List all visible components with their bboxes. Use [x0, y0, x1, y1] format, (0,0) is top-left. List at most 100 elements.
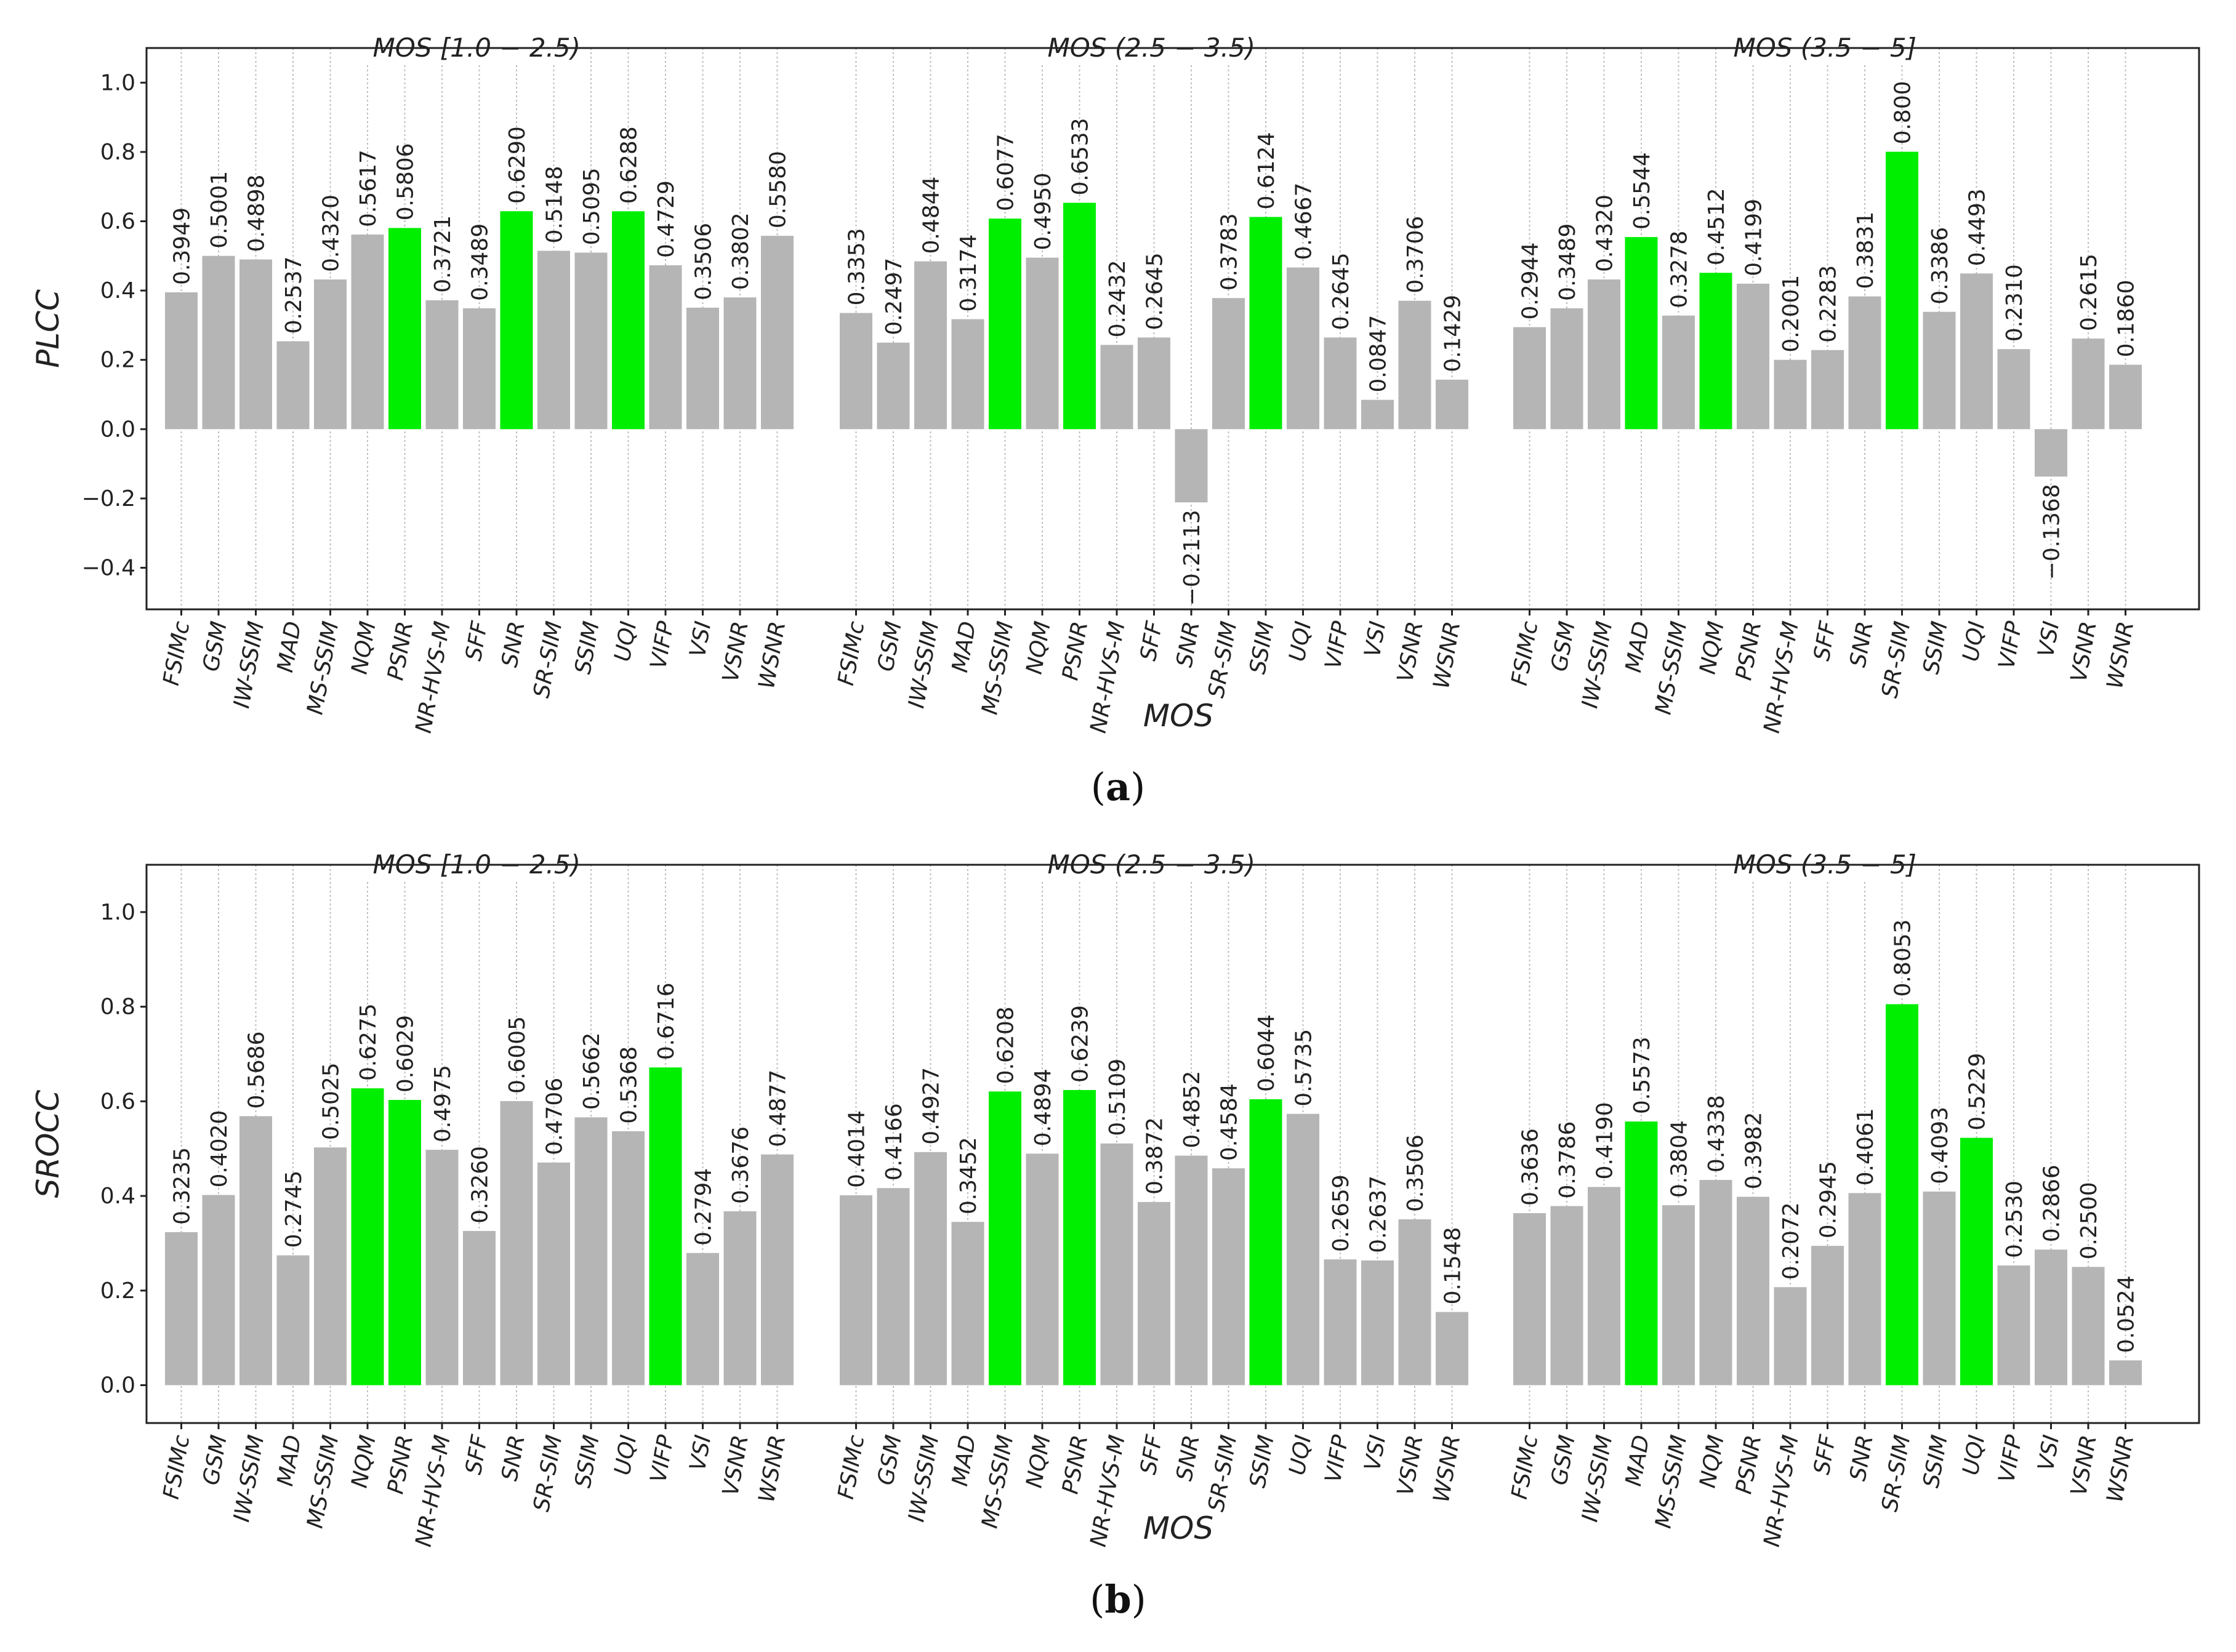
bar-uqi-best [612, 211, 645, 430]
x-tick-label: VSI [1360, 1433, 1391, 1472]
bar-value-label: 0.2637 [1366, 1176, 1391, 1253]
bar-value-label: 0.2500 [2077, 1182, 2102, 1259]
bar-vsi [686, 1253, 719, 1385]
caption-b-letter: b [1104, 1577, 1131, 1622]
bar-mad [951, 319, 984, 430]
bar-value-label: 0.2283 [1816, 265, 1841, 343]
x-axis-title: MOS [1143, 1510, 1213, 1546]
x-tick-label: SR-SIM [529, 1433, 567, 1514]
caption-a: (a) [1091, 764, 1146, 809]
bar-vifp [1997, 1265, 2030, 1385]
bar-iw-ssim [914, 261, 947, 430]
bar-ms-ssim [314, 1147, 347, 1385]
y-tick-label: 0.6 [100, 1089, 135, 1114]
x-tick-label: NQM [1021, 1433, 1055, 1490]
y-tick-label: 0.6 [100, 209, 135, 234]
x-tick-label: IW-SSIM [229, 619, 269, 710]
x-axis-title: MOS [1143, 698, 1213, 734]
x-tick-label: MAD [947, 1433, 981, 1488]
bar-value-label: 0.2794 [691, 1168, 717, 1246]
caption-b-close: ) [1132, 1577, 1146, 1622]
bar-nqm [351, 235, 384, 430]
bar-value-label: 0.5580 [766, 151, 791, 228]
x-tick-label: PSNR [1058, 1433, 1093, 1496]
x-tick-label: SR-SIM [1877, 1433, 1915, 1514]
x-tick-label: UQI [610, 1433, 642, 1477]
bar-value-label: 0.1429 [1441, 295, 1466, 372]
x-tick-label: IW-SSIM [229, 1433, 269, 1523]
bar-value-label: 0.0847 [1366, 315, 1391, 393]
bar-mad [276, 1255, 310, 1385]
x-tick-label: SR-SIM [1204, 619, 1242, 700]
bar-sr-sim [537, 251, 570, 430]
bar-sr-sim-best [1886, 1004, 1918, 1385]
x-tick-label: PSNR [383, 1433, 418, 1496]
x-tick-label: IW-SSIM [1577, 619, 1617, 710]
bar-value-label: 0.4844 [919, 177, 944, 254]
bar-value-label: 0.4512 [1704, 188, 1729, 265]
bar-fsimc [1513, 327, 1546, 430]
bar-wsnr [2109, 1360, 2142, 1385]
x-tick-label: NQM [1021, 619, 1055, 676]
bar-iw-ssim [1588, 1187, 1620, 1385]
bar-value-label: 0.4014 [845, 1110, 870, 1188]
bar-value-label: 0.4877 [766, 1070, 791, 1147]
x-tick-label: MAD [1621, 619, 1655, 674]
x-tick-label: IW-SSIM [904, 619, 944, 710]
x-tick-label: SSIM [1245, 1433, 1279, 1490]
x-tick-label: VSNR [1393, 1433, 1428, 1498]
x-tick-label: VSI [1360, 619, 1391, 659]
bar-value-label: 0.3506 [1403, 1134, 1428, 1212]
bar-value-label: 0.5662 [579, 1032, 605, 1110]
bar-value-label: 0.3636 [1518, 1128, 1543, 1206]
bar-gsm [1550, 308, 1583, 430]
bar-value-label: 0.3982 [1742, 1112, 1767, 1189]
x-tick-label: SFF [1809, 619, 1841, 663]
bar-value-label: 0.4061 [1853, 1108, 1878, 1185]
bar-value-label: 0.3949 [170, 207, 195, 285]
bar-sr-sim-best [1886, 151, 1918, 430]
bar-sff [463, 308, 496, 430]
bar-nr-hvs-m [425, 1150, 459, 1385]
y-tick-label: 0.4 [100, 278, 135, 303]
x-tick-label: MS-SSIM [302, 1433, 344, 1530]
bar-snr [1848, 296, 1881, 430]
bar-sr-sim [537, 1162, 570, 1385]
bar-uqi-best [1960, 1137, 1993, 1385]
bar-value-label: 0.4093 [1928, 1107, 1953, 1184]
bar-value-label: 0.6124 [1254, 132, 1279, 210]
bar-value-label: 0.6533 [1068, 118, 1093, 196]
x-tick-label: GSM [198, 619, 232, 673]
bar-value-label: 0.3831 [1853, 212, 1878, 289]
x-tick-label: VSI [685, 1433, 716, 1472]
plot-frame [145, 864, 2200, 1424]
bar-vifp-best [649, 1067, 682, 1385]
bar-mad [951, 1222, 984, 1385]
x-tick-label: FSIMc [834, 619, 870, 688]
y-tick-label: 0.8 [100, 140, 135, 165]
bar-uqi [612, 1131, 645, 1385]
bar-vifp [1324, 1259, 1357, 1385]
x-tick-label: UQI [1958, 619, 1990, 663]
x-tick-label: MAD [273, 1433, 307, 1488]
bar-value-label: 0.6077 [994, 134, 1019, 211]
x-tick-label: FSIMc [159, 619, 195, 688]
x-tick-label: SNR [497, 1433, 529, 1483]
x-tick-label: MS-SSIM [977, 619, 1018, 716]
x-tick-label: SR-SIM [1877, 619, 1915, 700]
bar-value-label: 0.3386 [1928, 227, 1953, 305]
bar-value-label: 0.2645 [1329, 252, 1354, 330]
bar-value-label: 0.3676 [728, 1126, 754, 1204]
bar-snr [1848, 1193, 1881, 1385]
bar-mad-best [1625, 237, 1658, 430]
bar-sr-sim [1212, 1168, 1245, 1385]
x-tick-label: SSIM [1919, 619, 1953, 676]
bar-value-label: 0.3278 [1667, 231, 1692, 308]
x-tick-label: VIFP [646, 1433, 679, 1485]
x-tick-label: SSIM [571, 1433, 605, 1490]
x-tick-label: VIFP [1321, 1433, 1354, 1485]
bar-value-label: 0.4190 [1593, 1102, 1618, 1179]
x-tick-label: SNR [1845, 619, 1878, 669]
bar-value-label: 0.3706 [1403, 216, 1428, 294]
bar-ms-ssim-best [989, 1091, 1021, 1385]
